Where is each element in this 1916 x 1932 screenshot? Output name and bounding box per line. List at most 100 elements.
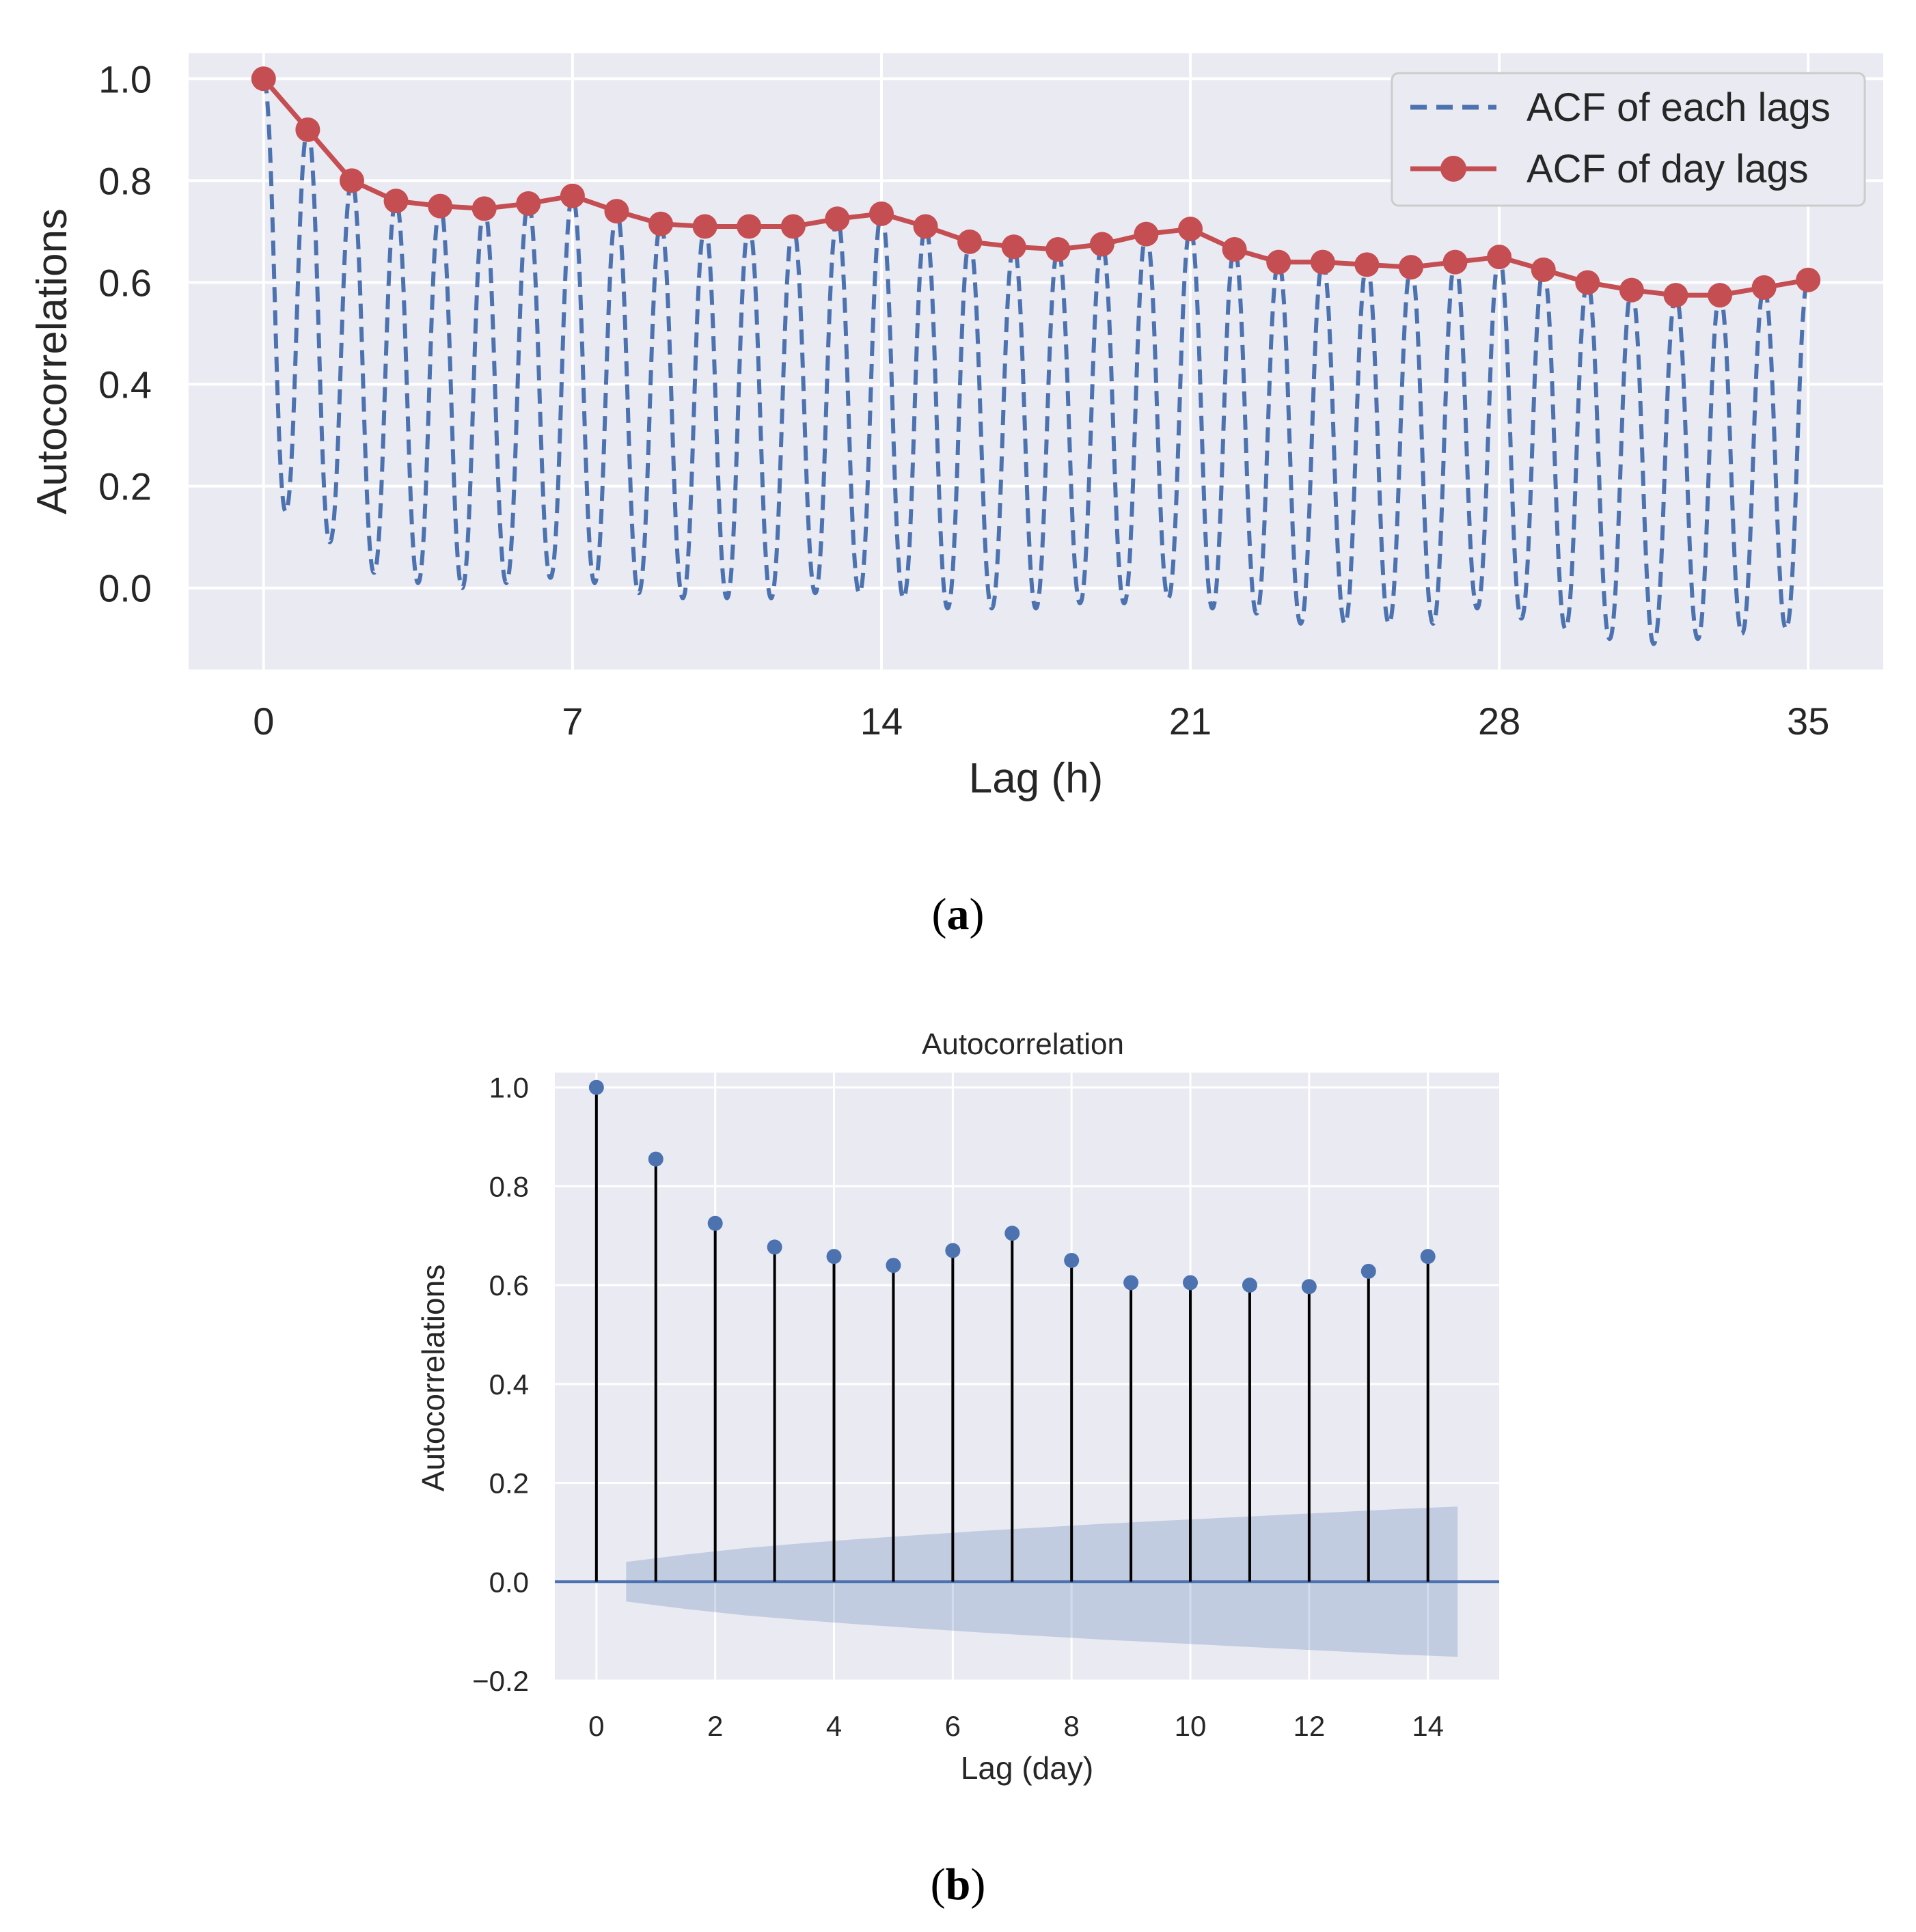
acf-day-lags-marker (1134, 221, 1159, 247)
panel-b-y-tick-label: 0.8 (489, 1170, 529, 1202)
panel-b-plot-area (555, 1073, 1499, 1681)
acf-day-lags-marker (1796, 267, 1821, 292)
panel-a-tick-labels: 0 7 14 21 28 35 0.0 0.2 0.4 0.6 0.8 1.0 (98, 57, 1829, 743)
panel-a-x-tick-label: 7 (562, 700, 583, 743)
acf-day-lags-marker (868, 201, 894, 226)
acf-day-lags-marker (1442, 249, 1468, 275)
panel-b-tick-labels: 0 2 4 6 8 10 12 14 −0.2 0.0 0.2 0.4 0.6 0.8 1.0 (472, 1072, 1444, 1742)
acf-day-lags-marker (1222, 237, 1247, 262)
panel-a-legend: ACF of each lags ACF of day lags (1391, 72, 1866, 207)
acf-stem-marker (767, 1239, 782, 1255)
panel-a-y-tick-label: 1.0 (98, 57, 152, 100)
acf-stem-marker (886, 1258, 901, 1273)
acf-day-lags-marker (471, 196, 497, 221)
acf-day-lags-marker (737, 214, 762, 239)
acf-day-lags-marker (1663, 283, 1688, 308)
acf-day-lags-marker (428, 193, 453, 219)
acf-stem-marker (1420, 1249, 1436, 1265)
caption-b: (b) (931, 1860, 986, 1909)
acf-day-lags-marker (1266, 249, 1291, 275)
panel-b-y-tick-label: −0.2 (472, 1665, 529, 1697)
acf-day-lags-marker (1398, 255, 1423, 280)
panel-b-series (555, 1079, 1499, 1657)
acf-day-lags-marker (1001, 234, 1026, 260)
acf-stem-marker (1183, 1275, 1199, 1291)
acf-stem-marker (707, 1215, 723, 1231)
acf-stem-marker (1123, 1275, 1139, 1291)
legend-marker-swatch (1440, 156, 1466, 182)
acf-day-lags-marker (825, 206, 850, 232)
acf-day-lags-marker (1310, 249, 1335, 275)
panel-b-x-axis-label: Lag (day) (961, 1750, 1093, 1786)
acf-day-lags-marker (1708, 283, 1733, 308)
panel-a-series (251, 66, 1821, 646)
acf-day-lags-marker (604, 199, 629, 224)
acf-day-lags-marker (1178, 217, 1203, 242)
acf-stem-marker (1360, 1263, 1376, 1279)
acf-day-lags-marker (957, 229, 983, 254)
panel-b-x-tick-label: 10 (1175, 1710, 1207, 1742)
caption-a-letter: a (947, 889, 970, 939)
acf-stem-marker (1004, 1226, 1020, 1241)
panel-b-y-tick-label: 0.4 (489, 1368, 529, 1400)
acf-day-lags-marker (251, 66, 276, 92)
acf-stem-marker (588, 1079, 604, 1095)
legend-label-day-lags: ACF of day lags (1527, 147, 1809, 191)
panel-a-x-tick-label: 0 (253, 700, 274, 743)
panel-b-y-tick-label: 0.6 (489, 1269, 529, 1301)
panel-a-y-tick-label: 0.8 (98, 159, 152, 202)
acf-stem-marker (648, 1151, 663, 1167)
panel-a-x-axis-label: Lag (h) (969, 755, 1103, 802)
acf-day-lags-marker (1531, 257, 1556, 282)
acf-day-lags-marker (1751, 275, 1777, 300)
acf-day-lags-marker (339, 168, 364, 193)
acf-stem-marker (1301, 1279, 1317, 1295)
acf-day-lags-marker (1619, 277, 1644, 303)
acf-day-lags-marker (1487, 245, 1512, 270)
panel-a-y-tick-label: 0.2 (98, 465, 152, 508)
acf-stem-marker (1242, 1278, 1257, 1293)
panel-a-y-tick-label: 0.4 (98, 363, 152, 406)
acf-stem-marker (945, 1243, 961, 1258)
panel-a-x-tick-label: 35 (1787, 700, 1829, 743)
acf-day-lags-marker (560, 183, 585, 208)
panel-a-x-tick-label: 28 (1478, 700, 1520, 743)
caption-b-letter: b (946, 1860, 971, 1909)
panel-a-x-tick-label: 21 (1169, 700, 1212, 743)
acf-day-lags-marker (1354, 252, 1380, 277)
acf-day-lags-marker (1089, 232, 1114, 257)
panel-b-x-tick-label: 12 (1294, 1710, 1326, 1742)
panel-b-x-tick-label: 14 (1412, 1710, 1444, 1742)
panel-b-y-tick-label: 0.0 (489, 1566, 529, 1598)
panel-b-y-tick-label: 0.2 (489, 1467, 529, 1500)
panel-b-title: Autocorrelation (922, 1027, 1124, 1061)
panel-b-x-tick-label: 2 (707, 1710, 723, 1742)
panel-b-y-tick-label: 1.0 (489, 1072, 529, 1104)
panel-b-x-tick-label: 4 (826, 1710, 842, 1742)
panel-b-chart: Autocorrelation 0 2 4 6 8 10 12 14 −0.2 0.0 0.2 0.4… (415, 1027, 1499, 1786)
caption-a: (a) (932, 889, 985, 939)
legend-label-each-lags: ACF of each lags (1527, 85, 1831, 130)
acf-day-lags-marker (1045, 237, 1071, 262)
panel-b-y-axis-label: Autocorrelations (415, 1265, 451, 1491)
acf-day-lags-marker (383, 189, 409, 214)
panel-a-legend-box (1391, 72, 1866, 207)
panel-a-x-tick-label: 14 (860, 700, 903, 743)
acf-stem-marker (826, 1249, 842, 1265)
acf-day-lags-marker (913, 214, 938, 239)
panel-a-y-tick-label: 0.6 (98, 261, 152, 304)
panel-a-y-tick-label: 0.0 (98, 567, 152, 610)
panel-a-y-axis-label: Autocorrelations (29, 208, 76, 514)
acf-day-lags-marker (1575, 270, 1600, 295)
acf-day-lags-marker (648, 211, 674, 236)
panel-b-x-tick-label: 6 (945, 1710, 961, 1742)
acf-day-lags-marker (780, 214, 806, 239)
acf-day-lags-marker (516, 191, 541, 216)
panel-a-chart: 0 7 14 21 28 35 0.0 0.2 0.4 0.6 0.8 1.0 Lag (h) Aut… (29, 53, 1883, 802)
acf-day-lags-marker (692, 214, 717, 239)
panel-b-x-tick-label: 8 (1064, 1710, 1080, 1742)
acf-day-lags-marker (295, 117, 320, 142)
acf-stem-marker (1064, 1252, 1080, 1268)
panel-b-x-tick-label: 0 (588, 1710, 604, 1742)
